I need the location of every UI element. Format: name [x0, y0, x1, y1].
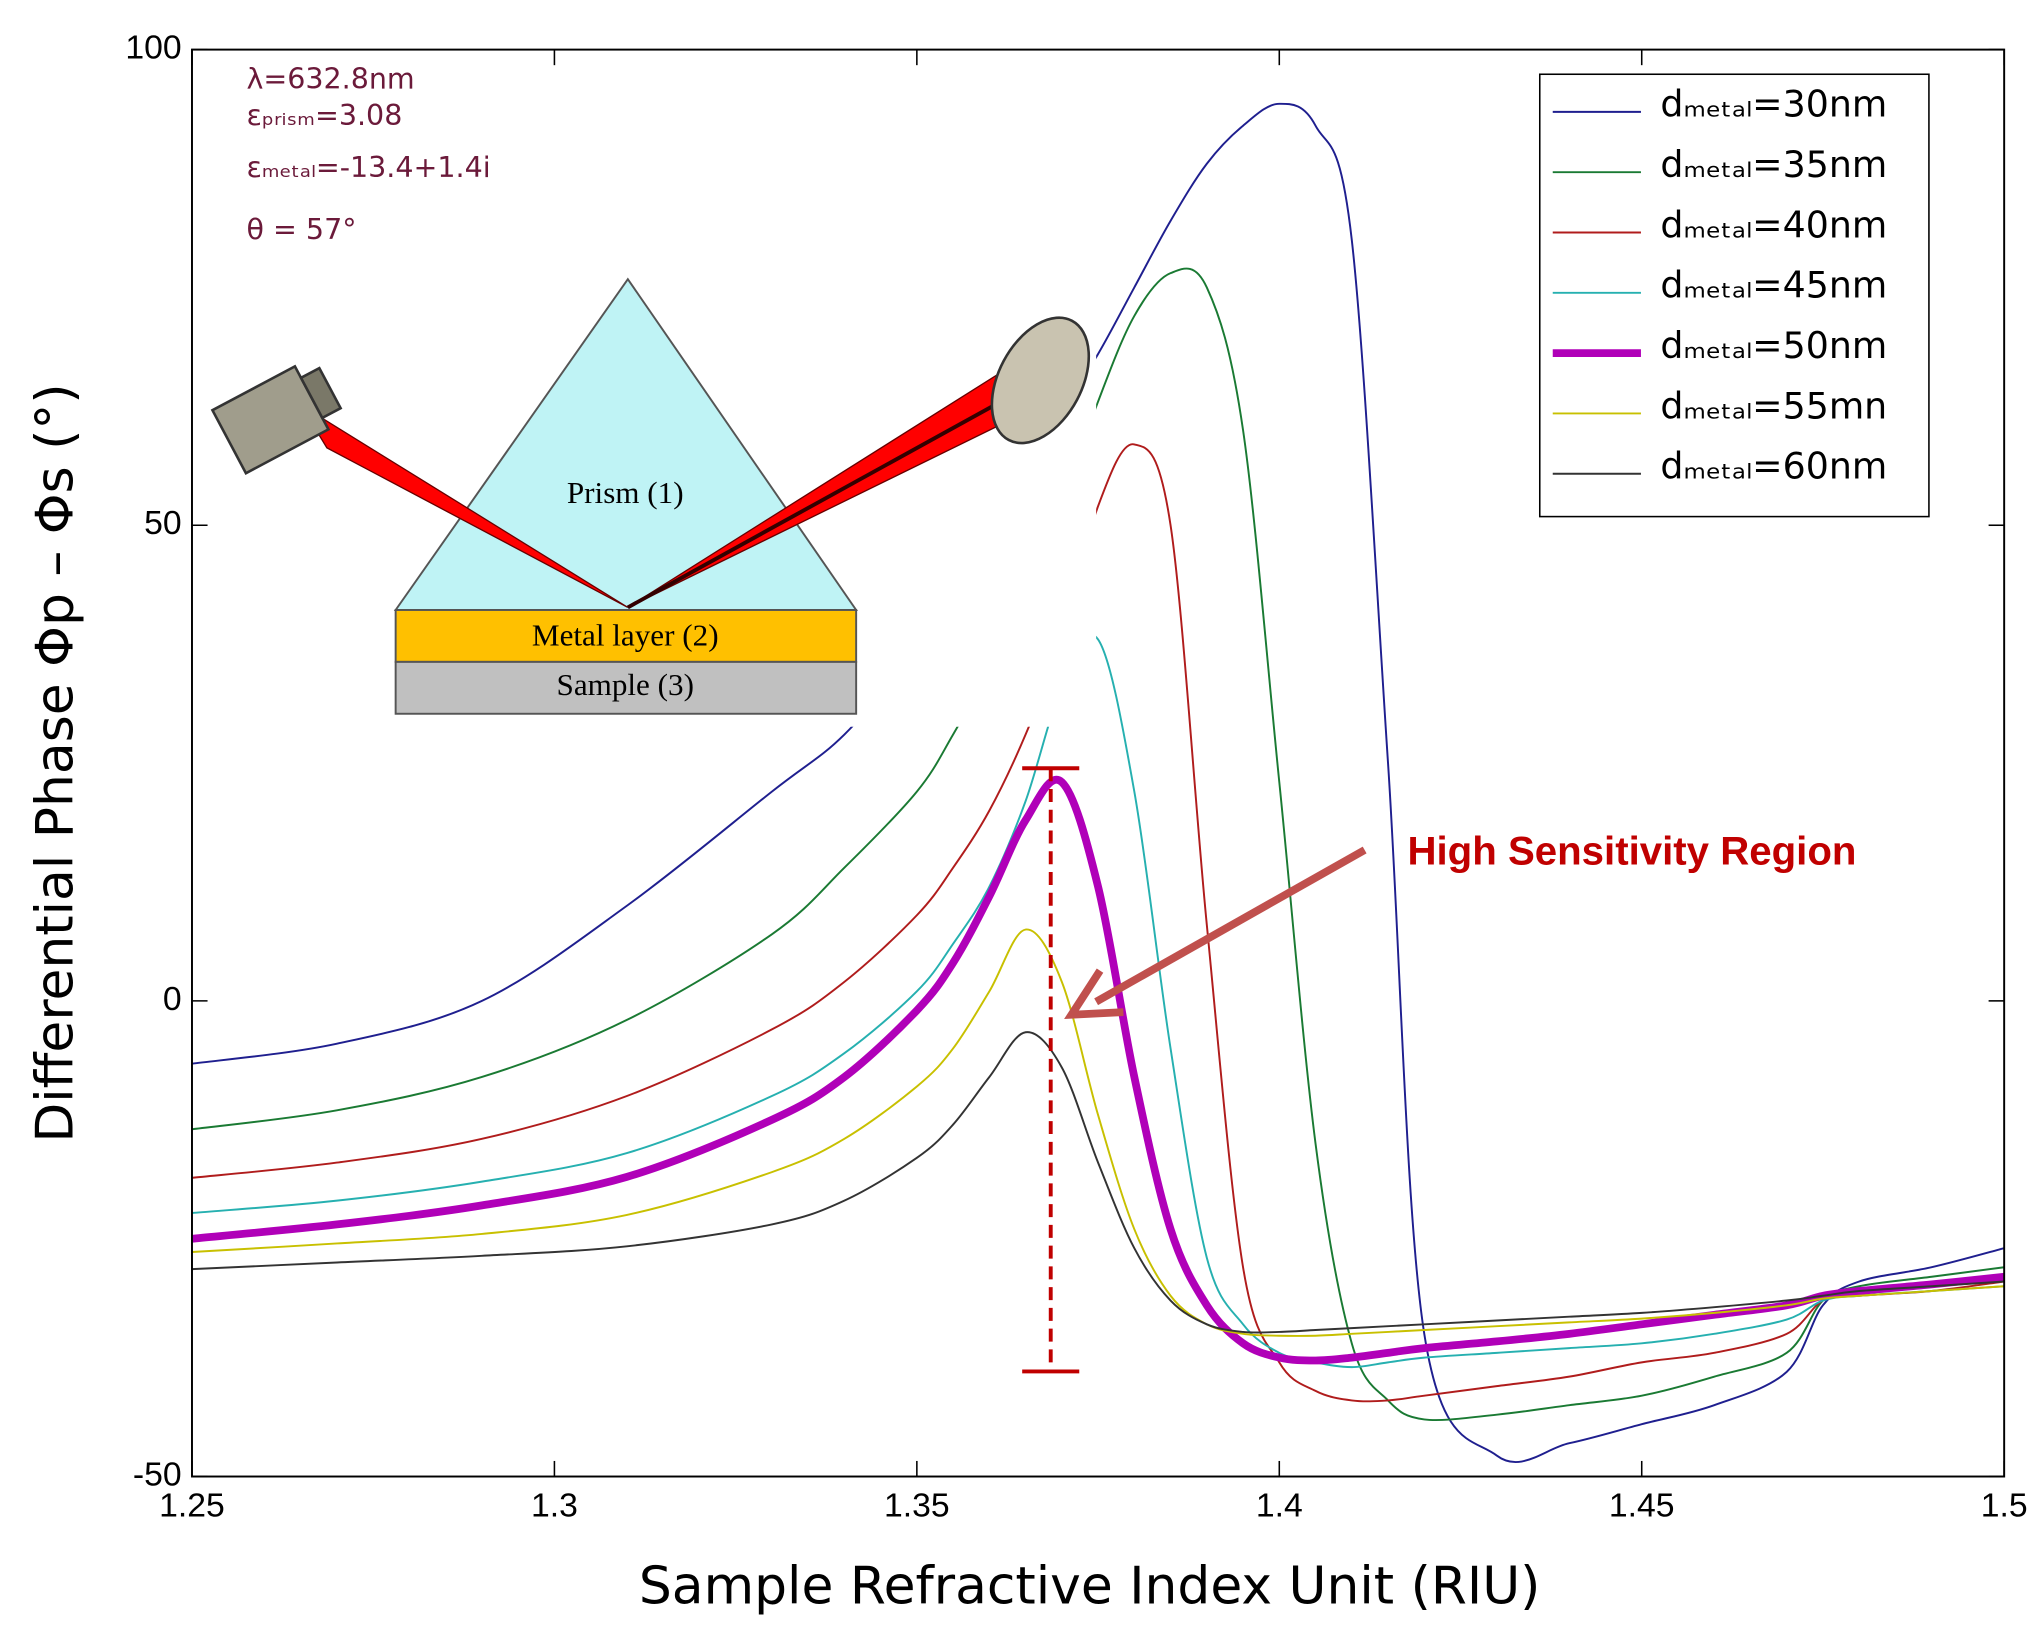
axes: 1.25 1.3 1.35 1.4 1.45 1.5 -50 0 50 100	[125, 29, 2027, 1525]
series-line	[191, 267, 2005, 1422]
x-tick-label: 1.25	[159, 1487, 225, 1525]
x-tick-label: 1.4	[1256, 1487, 1303, 1525]
sample-label: Sample (3)	[557, 667, 694, 702]
annotation: θ = 57°	[246, 213, 356, 246]
annotation: εₘₑₜₐₗ=-13.4+1.4i	[246, 151, 490, 184]
series-line	[191, 102, 2005, 1463]
x-tick-label: 1.45	[1609, 1487, 1675, 1525]
series-line	[191, 775, 2005, 1365]
legend-box	[1538, 73, 1930, 518]
y-axis-label: Differential Phase Φp – Φs (°)	[25, 383, 85, 1142]
series-line	[191, 634, 2005, 1369]
annotation: λ=632.8nm	[246, 63, 414, 96]
metal-layer	[394, 609, 858, 663]
sensitivity-marker: High Sensitivity Region	[1022, 766, 1856, 1374]
legend: dₘₑₜₐₗ=30nm dₘₑₜₐₗ=35nm dₘₑₜₐₗ=40nm dₘₑₜₐₗ=…	[1538, 73, 1930, 518]
metal-label: Metal layer (2)	[532, 618, 719, 653]
x-tick-label: 1.3	[531, 1487, 578, 1525]
x-axis-label: Sample Refractive Index Unit (RIU)	[639, 1556, 1541, 1616]
y-tick-label: 100	[125, 29, 181, 67]
callout-arrow	[1094, 846, 1367, 1006]
beam-core	[626, 390, 1020, 610]
legend-label: dₘₑₜₐₗ=35nm	[1660, 143, 1887, 186]
laser-source	[210, 364, 343, 475]
plot-frame	[191, 48, 2006, 1478]
x-tick-label: 1.35	[884, 1487, 950, 1525]
legend-label: dₘₑₜₐₗ=45nm	[1660, 264, 1887, 307]
legend-label: dₘₑₜₐₗ=60nm	[1660, 445, 1887, 488]
callout-arrowhead	[1064, 968, 1124, 1019]
legend-label: dₘₑₜₐₗ=40nm	[1660, 203, 1887, 246]
annotation: εₚᵣᵢₛₘ=3.08	[246, 99, 402, 132]
legend-label: dₘₑₜₐₗ=50nm	[1660, 324, 1887, 367]
curves	[191, 102, 2005, 1463]
callout-text: High Sensitivity Region	[1407, 828, 1856, 873]
series-line	[191, 1031, 2005, 1334]
y-tick-label: 0	[163, 980, 182, 1018]
series-line	[191, 443, 2005, 1403]
inset-diagram: Prism (1) Metal layer (2) Sample (3) λ=6…	[194, 52, 1097, 727]
y-tick-label: 50	[144, 504, 182, 542]
y-tick-label: -50	[133, 1455, 182, 1493]
legend-label: dₘₑₜₐₗ=30nm	[1660, 83, 1887, 126]
x-tick-label: 1.5	[1981, 1487, 2028, 1525]
legend-label: dₘₑₜₐₗ=55mn	[1660, 384, 1887, 427]
detector	[990, 316, 1091, 445]
sample-layer	[394, 660, 858, 715]
series-line	[191, 928, 2005, 1337]
laser-nozzle	[299, 366, 343, 420]
prism-label: Prism (1)	[567, 475, 684, 510]
